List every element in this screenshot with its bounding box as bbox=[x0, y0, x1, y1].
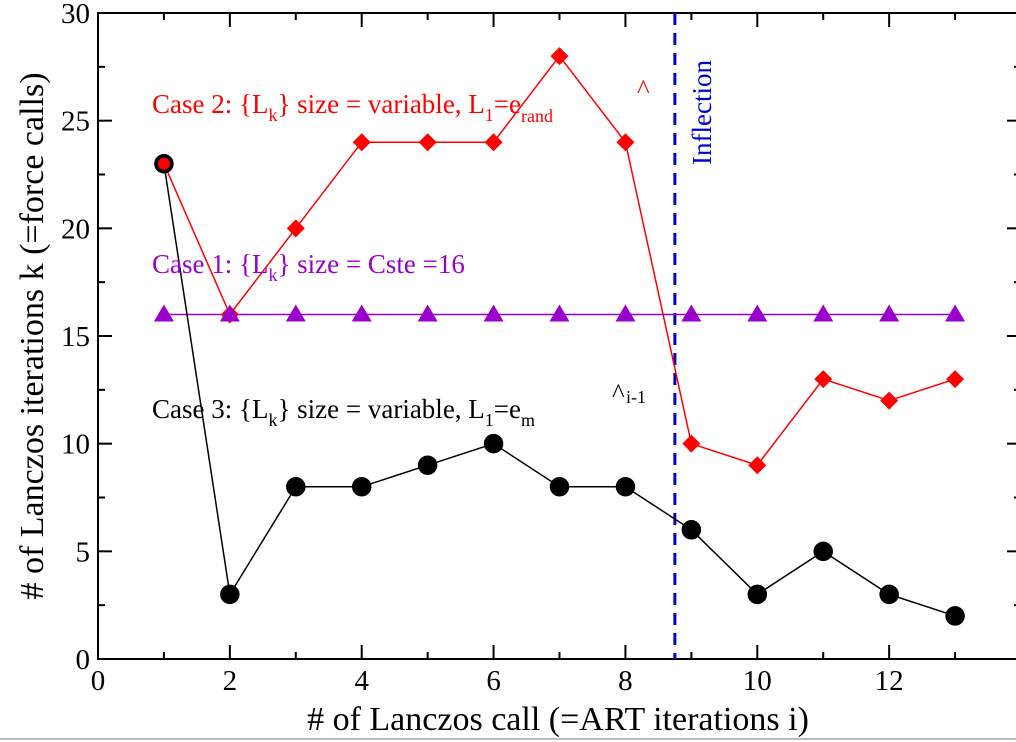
case3-point bbox=[747, 584, 768, 605]
case2-label-sub2: 1 bbox=[485, 105, 494, 125]
case3-label-sub1: k bbox=[268, 410, 277, 430]
case2-point bbox=[484, 133, 503, 152]
case3-label-base: e bbox=[509, 394, 521, 424]
case1-label-prefix: Case 1: {L bbox=[152, 249, 268, 279]
case2-point bbox=[352, 133, 371, 152]
x-tick-label: 0 bbox=[91, 665, 106, 697]
case2-first-point-overlay bbox=[157, 157, 170, 170]
case2-point bbox=[418, 133, 437, 152]
case2-point bbox=[616, 133, 635, 152]
y-tick-label: 0 bbox=[76, 644, 91, 676]
case2-label-sub3: rand bbox=[521, 106, 553, 126]
case1-point bbox=[153, 304, 174, 322]
case1-point bbox=[351, 304, 372, 322]
case3-point bbox=[417, 455, 438, 475]
case2-point bbox=[880, 391, 899, 410]
case2-point bbox=[682, 434, 701, 453]
case3-point bbox=[286, 476, 306, 497]
case1-point bbox=[945, 304, 966, 322]
case2-point bbox=[748, 456, 767, 475]
y-tick-label: 20 bbox=[61, 213, 90, 245]
y-tick-label: 30 bbox=[61, 0, 90, 30]
y-axis-ticks: 0 5 10 15 20 25 30 bbox=[61, 0, 1016, 676]
case3-point bbox=[681, 520, 702, 540]
case3-point bbox=[879, 584, 899, 605]
case2-point bbox=[286, 219, 305, 238]
case1-label-sub1: k bbox=[268, 265, 277, 285]
case3-label: Case 3: {Lk} size = variable, L1=em bbox=[152, 394, 535, 430]
case3-line bbox=[163, 163, 956, 617]
series-lines bbox=[163, 54, 956, 617]
case1-point bbox=[417, 304, 438, 322]
case2-label-prefix: Case 2: {L bbox=[152, 89, 268, 119]
case1-point bbox=[813, 304, 834, 322]
x-axis-ticks: 0 2 4 6 8 10 12 bbox=[91, 13, 957, 697]
case3-point bbox=[615, 476, 636, 497]
case2-label-mid: } size = variable, L bbox=[277, 89, 484, 119]
x-tick-label: 6 bbox=[486, 665, 501, 697]
y-tick-label: 10 bbox=[61, 429, 90, 461]
x-tick-label: 2 bbox=[223, 665, 238, 697]
case3-label-hat: ^ bbox=[612, 378, 625, 408]
case3-point bbox=[220, 584, 240, 605]
case1-point bbox=[615, 304, 636, 322]
x-tick-label: 4 bbox=[354, 665, 369, 697]
case1-label-mid: } size = Cste =16 bbox=[277, 249, 464, 279]
y-axis-title: # of Lanczos iterations k (=force calls) bbox=[14, 72, 51, 599]
y-tick-label: 25 bbox=[61, 106, 90, 138]
case1-point bbox=[285, 304, 306, 322]
y-tick-label: 15 bbox=[61, 321, 90, 353]
case1-point bbox=[681, 304, 702, 322]
case3-label-sub2: 1 bbox=[485, 410, 494, 430]
case1-point bbox=[879, 304, 900, 322]
case2-point bbox=[814, 370, 833, 389]
case3-point bbox=[813, 541, 833, 562]
case2-label-hat: ^ bbox=[637, 74, 650, 104]
case3-point bbox=[483, 433, 504, 454]
case3-point bbox=[945, 606, 965, 626]
series-markers bbox=[153, 47, 966, 626]
y-tick-label: 5 bbox=[76, 536, 91, 568]
case3-label-sub3: m bbox=[521, 410, 535, 430]
x-tick-label: 10 bbox=[743, 665, 772, 697]
case2-label: Case 2: {Lk} size = variable, L1=erand bbox=[152, 89, 553, 126]
x-axis-title: # of Lanczos call (=ART iterations i) bbox=[307, 701, 809, 738]
case2-label-base: e bbox=[509, 89, 521, 119]
case2-point bbox=[946, 370, 965, 389]
case3-label-sup: i-1 bbox=[626, 387, 646, 407]
case3-label-eq: = bbox=[494, 394, 509, 424]
case1-label: Case 1: {Lk} size = Cste =16 bbox=[152, 249, 465, 285]
case1-point bbox=[549, 304, 570, 322]
x-tick-label: 8 bbox=[618, 665, 633, 697]
case1-point bbox=[483, 304, 504, 322]
case2-point bbox=[550, 47, 569, 66]
case2-label-sub1: k bbox=[268, 105, 277, 125]
case1-point bbox=[747, 304, 768, 322]
case1-point bbox=[219, 304, 240, 322]
case3-label-prefix: Case 3: {L bbox=[152, 394, 268, 424]
x-tick-label: 12 bbox=[875, 665, 904, 697]
case2-label-eq: = bbox=[494, 89, 509, 119]
case3-point bbox=[351, 476, 372, 497]
case3-point bbox=[549, 476, 570, 497]
case3-label-mid: } size = variable, L bbox=[277, 394, 484, 424]
inflection-label: Inflection bbox=[687, 60, 717, 165]
